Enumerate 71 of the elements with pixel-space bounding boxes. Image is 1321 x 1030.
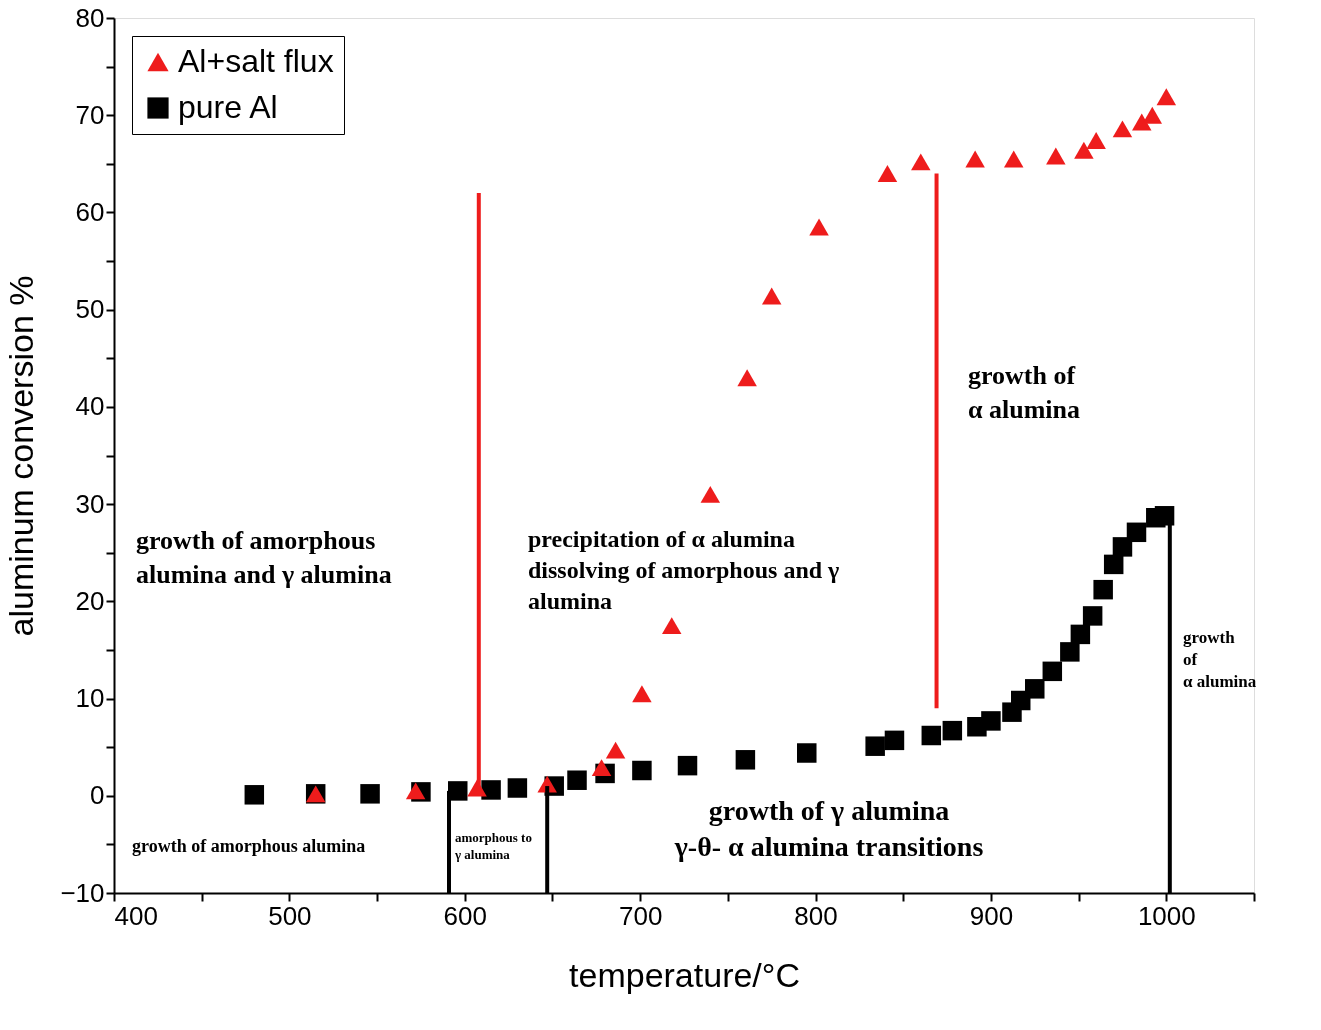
- point: [1103, 554, 1124, 575]
- point: [1142, 106, 1163, 124]
- point: [1112, 537, 1133, 557]
- point: [735, 750, 756, 770]
- point: [1042, 661, 1063, 682]
- point: [911, 153, 931, 171]
- y-tick-label: 0: [90, 780, 105, 811]
- point: [448, 781, 468, 801]
- x-tick-label: 1000: [1137, 900, 1196, 931]
- x-tick-label: 800: [794, 900, 838, 931]
- y-tick-label: 30: [75, 488, 105, 519]
- point: [1082, 606, 1103, 626]
- point: [661, 617, 682, 635]
- point: [865, 736, 885, 756]
- x-tick-label: 900: [969, 900, 1014, 931]
- point: [942, 720, 963, 741]
- point: [244, 785, 265, 805]
- point: [591, 759, 612, 777]
- y-tick-label: 40: [75, 391, 105, 422]
- annotation: growth of γ alumina γ-θ- α alumina transitions: [673, 795, 984, 863]
- point: [567, 770, 587, 790]
- annotation: precipitation of α alumina dissolving of amorphous and γ alumina: [528, 526, 840, 615]
- y-tick-label: −10: [60, 877, 105, 908]
- x-tick-label: 400: [114, 900, 158, 931]
- annotation: growth of amorphous alumina and γ alumina: [136, 526, 392, 589]
- point: [632, 685, 652, 703]
- point: [632, 760, 652, 781]
- legend-label: Al+salt flux: [178, 43, 334, 79]
- point: [1093, 579, 1113, 600]
- x-tick-label: 500: [268, 900, 312, 931]
- point: [761, 287, 782, 305]
- y-tick-label: 80: [75, 2, 105, 33]
- point: [965, 150, 985, 168]
- point: [981, 711, 1001, 731]
- point: [1156, 88, 1177, 106]
- point: [797, 743, 817, 763]
- point: [737, 369, 757, 387]
- point: [921, 725, 942, 746]
- point: [700, 485, 721, 503]
- point: [1060, 642, 1080, 662]
- annotation: growth of amorphous alumina: [132, 836, 366, 856]
- point: [1046, 147, 1066, 165]
- annotation: growth of α alumina: [968, 361, 1081, 424]
- point: [1074, 141, 1094, 159]
- point: [605, 741, 626, 759]
- y-tick-label: 20: [75, 585, 105, 616]
- x-tick-label: 700: [618, 900, 663, 931]
- point: [809, 218, 829, 236]
- point: [1126, 522, 1147, 543]
- legend-label: pure Al: [178, 89, 278, 125]
- point: [877, 165, 898, 182]
- point: [1003, 150, 1024, 168]
- annotation: growth of α alumina: [1183, 628, 1257, 692]
- point: [507, 778, 528, 798]
- point: [1112, 120, 1133, 138]
- point: [1086, 132, 1106, 149]
- point: [1070, 624, 1091, 645]
- annotation: amorphous to γ alumina: [454, 830, 532, 862]
- point: [360, 784, 380, 804]
- y-tick-label: 60: [75, 196, 105, 227]
- y-axis-title: aluminum conversion %: [2, 275, 41, 637]
- point: [1025, 679, 1045, 699]
- y-tick-label: 50: [75, 294, 105, 325]
- point: [677, 755, 698, 776]
- point: [884, 730, 905, 751]
- x-tick-label: 600: [443, 900, 487, 931]
- x-axis-title: temperature/°C: [569, 955, 800, 994]
- y-tick-label: 10: [75, 683, 105, 714]
- point: [405, 782, 426, 800]
- point: [481, 780, 501, 800]
- y-tick-label: 70: [75, 99, 105, 130]
